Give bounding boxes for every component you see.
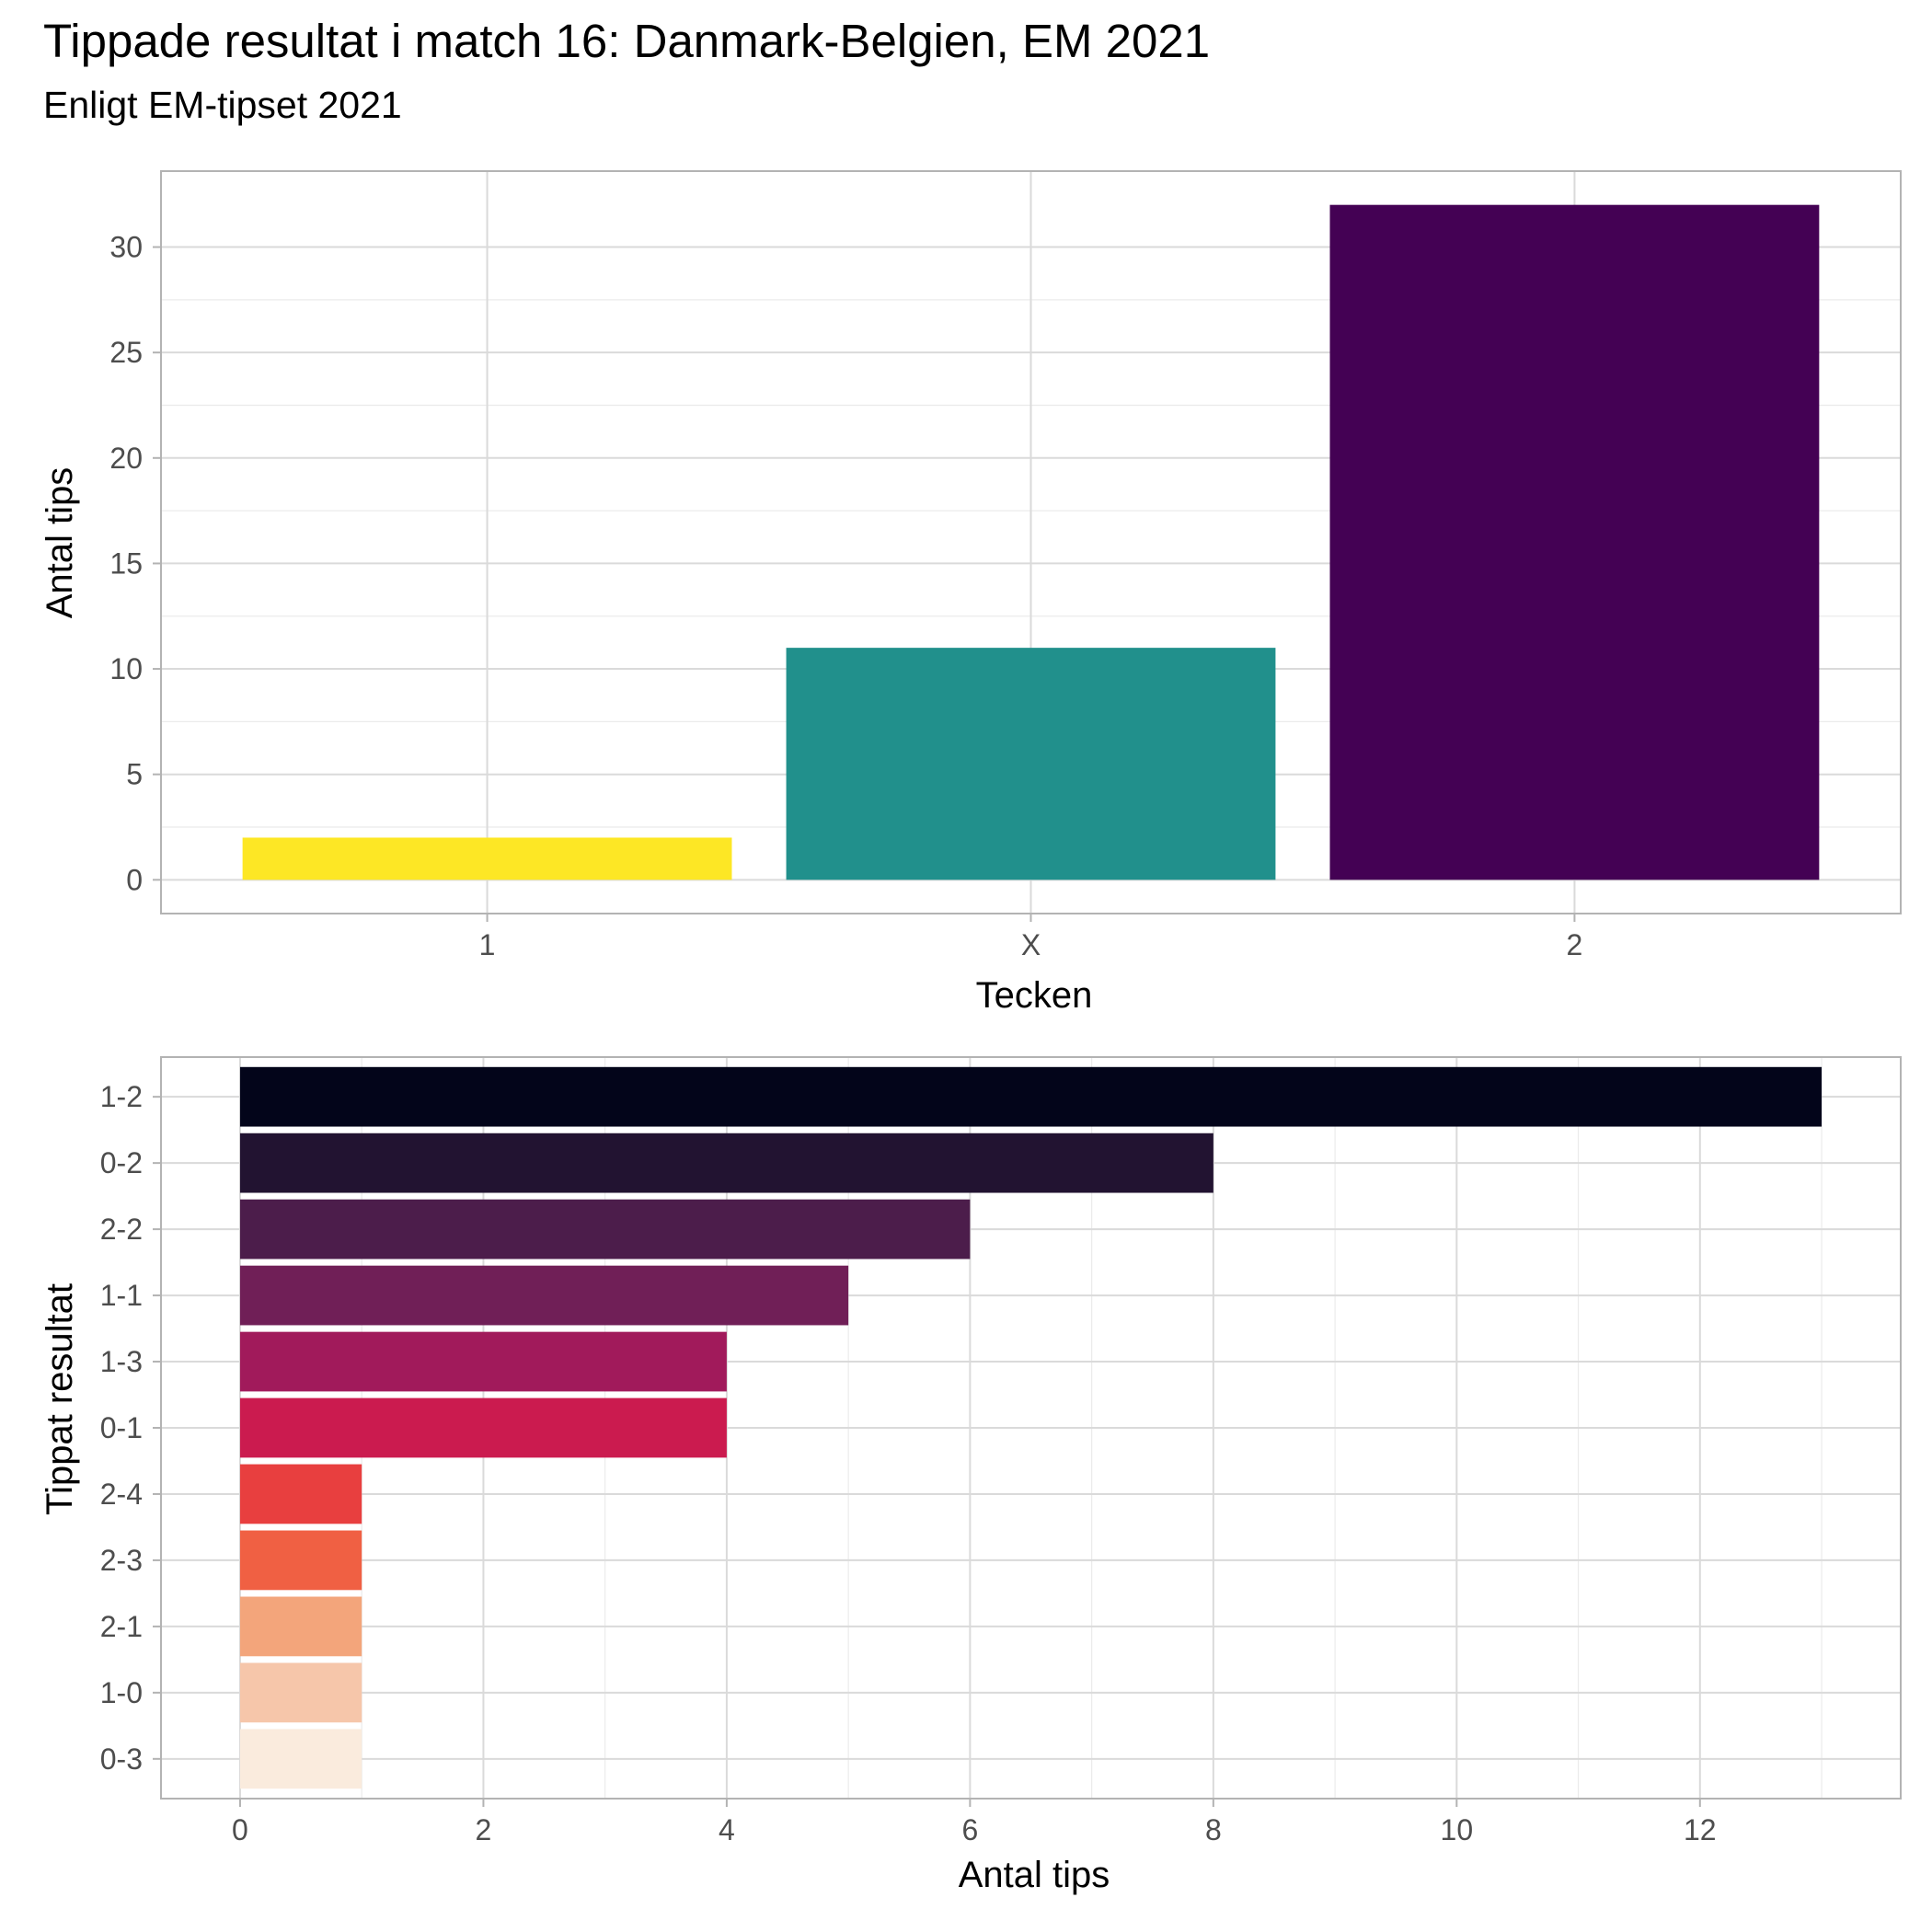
bottom-y-tick-label: 0-2 [100,1146,143,1179]
bottom-x-tick-label: 12 [1684,1813,1717,1846]
bottom-y-tick-label: 1-1 [100,1279,143,1312]
bar-2-1 [239,1596,362,1657]
bottom-y-tick-label: 1-0 [100,1676,143,1709]
bar-1-0 [239,1662,362,1723]
top-y-tick-label: 10 [109,652,143,685]
tippat-resultat-bar-chart: 1-2 0-2 2-2 1-1 1-3 0-1 2-4 2-3 2-1 1-0 0-3 0 2 4 6 8 10… [100,1056,1902,1846]
top-x-tick-label: 1 [479,928,496,961]
bottom-x-tick-label: 0 [232,1813,248,1846]
bottom-x-tick-label: 6 [961,1813,978,1846]
bar-2-4 [239,1464,362,1524]
top-x-tick-label: 2 [1567,928,1583,961]
bar-0-3 [239,1729,362,1789]
bottom-y-tick-label: 0-3 [100,1742,143,1776]
bottom-y-tick-label: 1-2 [100,1080,143,1113]
bar-1-2 [239,1066,1823,1127]
top-y-axis-title: Antal tips [40,467,80,619]
chart-subtitle: Enligt EM-tipset 2021 [43,84,402,126]
chart-title: Tippade resultat i match 16: Danmark-Bel… [43,15,1210,67]
top-x-axis-title: Tecken [976,975,1093,1016]
bottom-y-tick-label: 2-4 [100,1478,143,1511]
top-y-tick-label: 20 [109,442,143,475]
top-y-tick-label: 0 [126,863,143,896]
bottom-y-tick-label: 2-3 [100,1544,143,1577]
bottom-x-tick-label: 10 [1441,1813,1474,1846]
bottom-x-axis-title: Antal tips [959,1855,1110,1895]
bottom-y-axis-title: Tippat resultat [40,1283,80,1515]
tecken-bar-chart: 0 5 10 15 20 25 30 1 X 2 [109,170,1902,961]
bar-X [786,648,1276,880]
bar-1 [242,837,732,880]
top-y-tick-label: 25 [109,336,143,369]
bottom-y-tick-label: 2-2 [100,1213,143,1246]
bar-2-3 [239,1530,362,1591]
bar-2-2 [239,1199,971,1259]
bottom-y-tick-label: 0-1 [100,1411,143,1444]
top-x-tick-label: X [1021,928,1041,961]
top-y-tick-label: 15 [109,546,143,580]
bar-2 [1329,204,1820,880]
bottom-x-tick-label: 8 [1205,1813,1222,1846]
bar-0-1 [239,1397,727,1458]
top-y-tick-label: 30 [109,231,143,264]
bottom-x-tick-label: 2 [476,1813,492,1846]
bottom-x-tick-label: 4 [719,1813,735,1846]
top-y-tick-label: 5 [126,758,143,791]
bottom-y-tick-label: 1-3 [100,1345,143,1378]
bar-1-1 [239,1265,849,1326]
bar-0-2 [239,1133,1213,1193]
bar-1-3 [239,1331,727,1392]
bottom-y-tick-label: 2-1 [100,1610,143,1643]
